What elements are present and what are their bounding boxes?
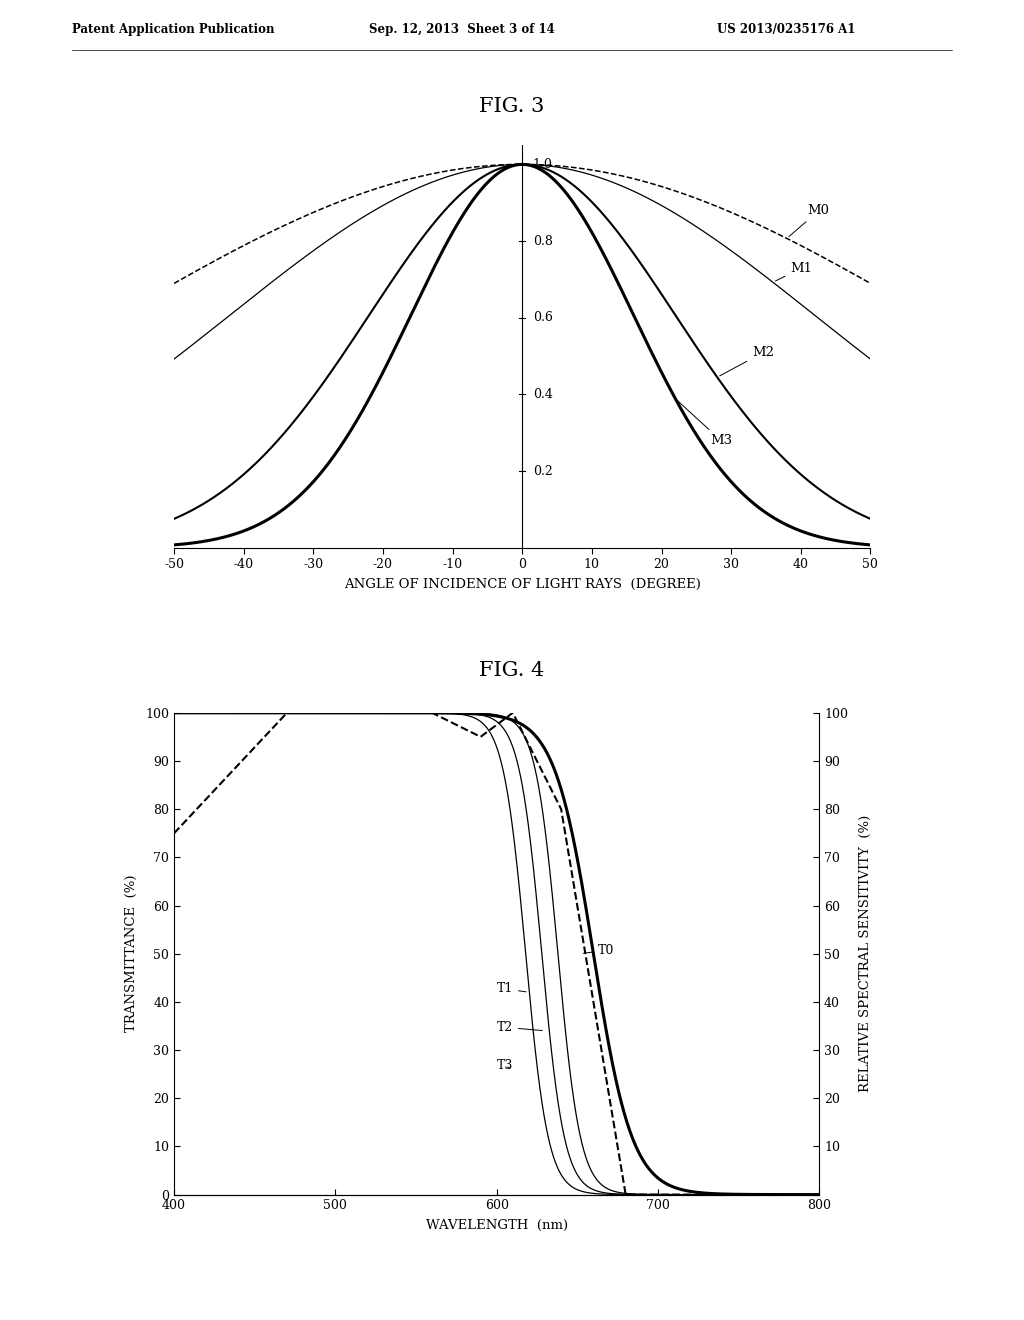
Text: M2: M2 [720, 346, 774, 376]
Text: T1: T1 [497, 982, 526, 995]
Text: T2: T2 [497, 1020, 543, 1034]
Text: 1.0: 1.0 [532, 158, 553, 170]
Text: 0.8: 0.8 [532, 235, 553, 248]
Text: US 2013/0235176 A1: US 2013/0235176 A1 [717, 22, 855, 36]
Text: 0.6: 0.6 [532, 312, 553, 325]
Text: T0: T0 [584, 944, 614, 957]
Text: Sep. 12, 2013  Sheet 3 of 14: Sep. 12, 2013 Sheet 3 of 14 [369, 22, 554, 36]
Text: M0: M0 [788, 205, 829, 236]
X-axis label: ANGLE OF INCIDENCE OF LIGHT RAYS  (DEGREE): ANGLE OF INCIDENCE OF LIGHT RAYS (DEGREE… [344, 578, 700, 591]
Text: 0.2: 0.2 [532, 465, 552, 478]
Text: 0.4: 0.4 [532, 388, 553, 401]
Text: FIG. 3: FIG. 3 [479, 98, 545, 116]
Y-axis label: TRANSMITTANCE  (%): TRANSMITTANCE (%) [125, 875, 138, 1032]
X-axis label: WAVELENGTH  (nm): WAVELENGTH (nm) [426, 1220, 567, 1233]
Text: M1: M1 [775, 261, 812, 281]
Text: T3: T3 [497, 1060, 513, 1072]
Text: Patent Application Publication: Patent Application Publication [72, 22, 274, 36]
Text: FIG. 4: FIG. 4 [479, 661, 545, 680]
Text: M3: M3 [678, 401, 732, 447]
Y-axis label: RELATIVE SPECTRAL SENSITIVITY  (%): RELATIVE SPECTRAL SENSITIVITY (%) [859, 814, 872, 1093]
